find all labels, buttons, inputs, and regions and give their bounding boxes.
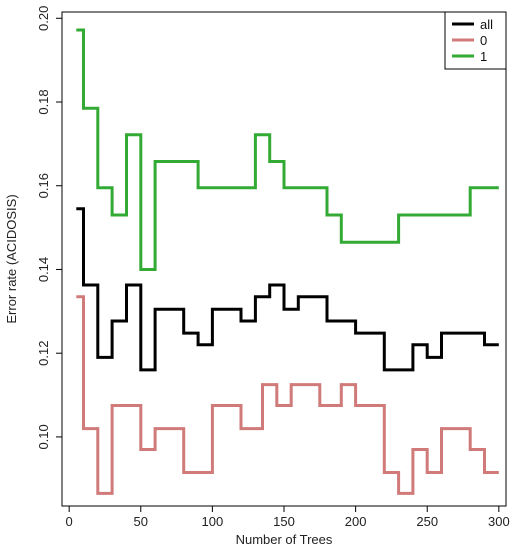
x-tick-label: 100 xyxy=(202,514,224,529)
y-tick-label: 0.20 xyxy=(36,6,51,31)
series-layer xyxy=(76,28,499,495)
y-axis: 0.10 0.12 0.14 0.16 0.18 0.20 xyxy=(36,6,62,450)
plot-frame xyxy=(61,11,507,507)
series-line-0 xyxy=(76,207,499,372)
series-line-1 xyxy=(76,295,499,495)
y-tick-label: 0.16 xyxy=(36,173,51,198)
y-tick-label: 0.18 xyxy=(36,89,51,114)
x-tick-label: 150 xyxy=(273,514,295,529)
x-tick-label: 250 xyxy=(416,514,438,529)
y-axis-title: Error rate (ACIDOSIS) xyxy=(4,194,19,323)
x-tick-label: 200 xyxy=(345,514,367,529)
x-tick-label: 300 xyxy=(488,514,510,529)
y-tick-label: 0.14 xyxy=(36,257,51,282)
y-tick-label: 0.10 xyxy=(36,424,51,449)
x-axis-title: Number of Trees xyxy=(236,532,333,547)
legend-label-2: 1 xyxy=(480,49,487,64)
x-axis: 0 50 100 150 200 250 300 xyxy=(66,506,510,529)
x-tick-label: 0 xyxy=(66,514,73,529)
legend-label-0: all xyxy=(480,17,493,32)
legend-label-1: 0 xyxy=(480,33,487,48)
y-tick-label: 0.12 xyxy=(36,341,51,366)
x-tick-label: 50 xyxy=(134,514,148,529)
series-line-2 xyxy=(76,28,499,271)
